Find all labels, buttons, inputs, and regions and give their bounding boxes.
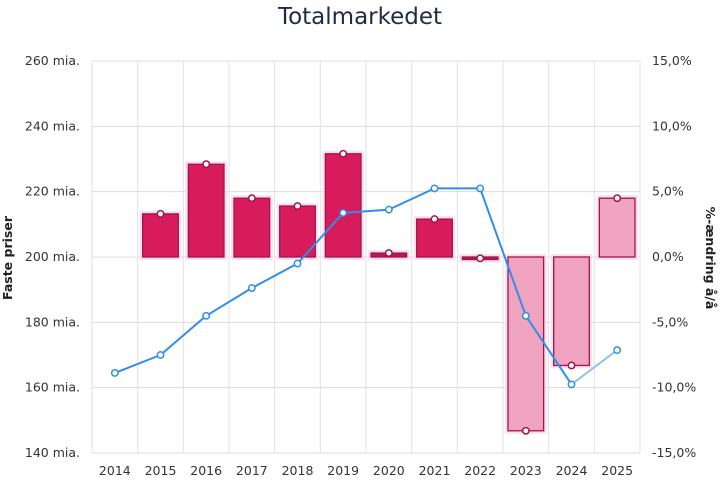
y-tick-label-right: 0,0%: [652, 249, 684, 264]
x-tick-label: 2014: [99, 463, 131, 478]
line-segment: [479, 188, 527, 317]
x-tick-label: 2016: [190, 463, 222, 478]
y-tick-label-left: 180 mia.: [25, 314, 80, 329]
bar-value-marker: [430, 215, 439, 224]
line-point: [339, 208, 348, 217]
y-tick-label-right: 10,0%: [652, 118, 692, 133]
bar-value-marker: [521, 426, 530, 435]
line-segment: [388, 187, 435, 211]
x-tick-label: 2023: [510, 463, 542, 478]
y-tick-label-left: 200 mia.: [25, 249, 80, 264]
bar-value-marker: [384, 249, 393, 258]
y-tick-label-right: 15,0%: [652, 53, 692, 68]
bar-value-marker: [247, 194, 256, 203]
x-tick-label: 2025: [601, 463, 633, 478]
bar: [416, 218, 453, 258]
line-series: [110, 184, 622, 389]
x-tick-label: 2015: [145, 463, 177, 478]
y-tick-label-left: 260 mia.: [25, 53, 80, 68]
line-segment: [205, 287, 253, 317]
line-segment: [343, 208, 389, 214]
x-tick-label: 2020: [373, 463, 405, 478]
line-point: [247, 284, 256, 292]
bar-value-marker: [202, 160, 211, 169]
line-point: [202, 311, 211, 320]
bar: [598, 197, 636, 258]
y-tick-label-left: 160 mia.: [25, 380, 80, 395]
bar-value-marker: [567, 361, 576, 370]
line-point: [156, 351, 165, 359]
axes: 260 mia. 240 mia. 220 mia. 200 mia. 180 mia.…: [25, 53, 696, 478]
y-tick-label-left: 220 mia.: [25, 184, 80, 199]
bar: [507, 256, 545, 432]
y-tick-label-left: 240 mia.: [25, 118, 80, 133]
bar-value-marker: [156, 209, 165, 218]
chart-title: Totalmarkedet: [277, 4, 443, 30]
line-point: [293, 259, 302, 268]
bar-value-marker: [613, 194, 622, 203]
line-segment: [114, 354, 161, 374]
y-axis-title-left: Faste priser: [0, 215, 15, 300]
bar-value-marker: [476, 254, 485, 263]
x-tick-label: 2017: [236, 463, 268, 478]
y-tick-label-right: -10,0%: [652, 380, 696, 395]
line-point: [567, 380, 576, 389]
x-tick-label: 2018: [282, 463, 314, 478]
bar-value-marker: [293, 202, 302, 210]
grid: [91, 60, 641, 454]
y-tick-label-left: 140 mia.: [25, 445, 80, 460]
y-tick-label-right: -15,0%: [652, 445, 696, 460]
line-segment: [570, 349, 618, 386]
bar: [324, 153, 362, 258]
line-point: [384, 205, 393, 214]
bar-value-marker: [339, 149, 348, 158]
y-axis-title-right: %-ændring å/å: [703, 207, 718, 310]
x-tick-label: 2024: [556, 463, 588, 478]
line-point: [110, 369, 119, 377]
line-segment: [159, 315, 207, 356]
line-point: [521, 311, 530, 320]
line-point: [613, 346, 622, 355]
bars: [139, 150, 638, 434]
x-tick-label: 2022: [464, 463, 496, 478]
y-tick-label-right: 5,0%: [652, 184, 684, 199]
bar-dots: [156, 149, 622, 435]
bar: [187, 163, 225, 258]
line-segment: [525, 315, 573, 385]
x-tick-label: 2021: [419, 463, 451, 478]
x-tick-label: 2019: [327, 463, 359, 478]
bar: [233, 197, 271, 258]
line-point: [476, 184, 485, 193]
y-tick-label-right: -5,0%: [652, 314, 688, 329]
line-segment: [251, 262, 298, 289]
line-point: [430, 184, 439, 193]
bar: [553, 256, 590, 367]
line-segment: [296, 212, 344, 265]
bar: [142, 213, 179, 258]
